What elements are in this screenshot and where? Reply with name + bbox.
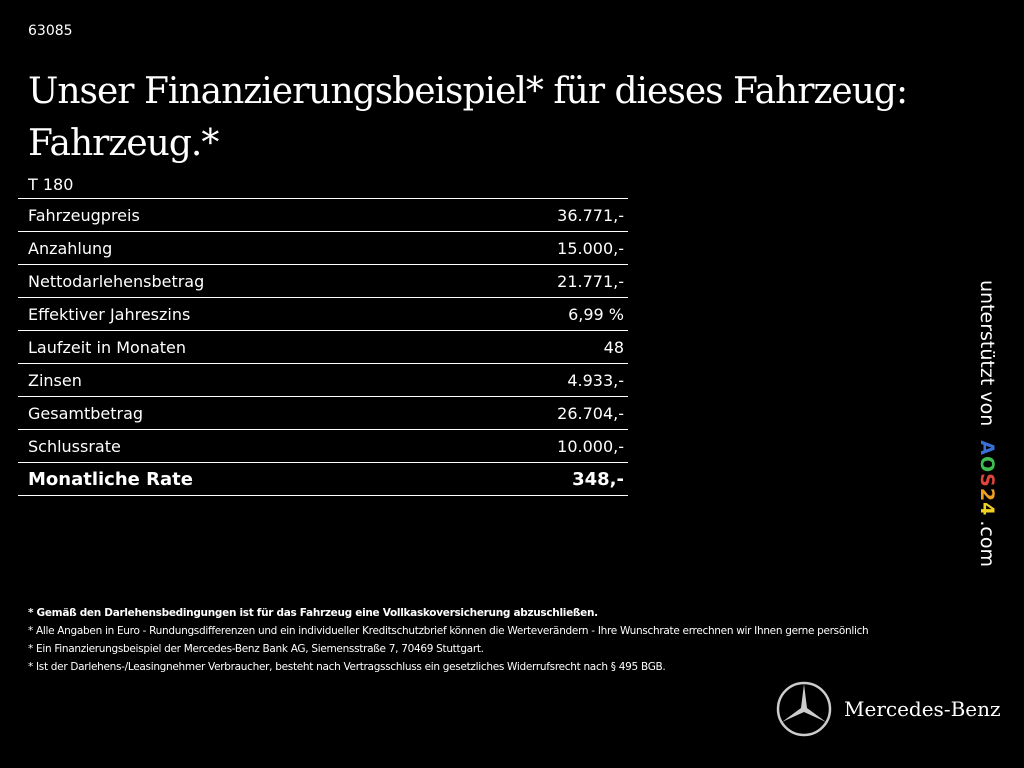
table-row: Nettodarlehensbetrag 21.771,- [18,264,628,298]
row-label: Zinsen [18,363,447,397]
vehicle-code: 63085 [28,23,73,39]
row-label: Anzahlung [18,231,447,265]
row-value: 4.933,- [446,363,628,397]
main-content: 63085 Unser Finanzierungsbeispiel* für d… [18,23,908,496]
row-value: 36.771,- [446,198,628,232]
row-label: Laufzeit in Monaten [18,330,447,364]
table-row: Gesamtbetrag 26.704,- [18,396,628,430]
footnote: * Ein Finanzierungsbeispiel der Mercedes… [28,643,484,655]
table-row: Effektiver Jahreszins 6,99 % [18,297,628,331]
row-label: Schlussrate [18,429,447,463]
row-value: 21.771,- [446,264,628,298]
row-label: Fahrzeugpreis [18,198,447,232]
row-label: Gesamtbetrag [18,396,447,430]
row-value: 6,99 % [446,297,628,331]
brand-name: Mercedes-Benz [844,697,1001,721]
logo-letter: 4 [976,502,998,517]
row-value: 348,- [446,462,628,496]
page-title: Unser Finanzierungsbeispiel* für dieses … [28,71,908,164]
financing-table: Fahrzeugpreis 36.771,- Anzahlung 15.000,- Ne… [18,198,628,496]
row-value: 48 [446,330,628,364]
logo-letter: 2 [976,487,998,503]
logo-letter: S [976,473,998,488]
row-value: 26.704,- [446,396,628,430]
table-row: Fahrzeugpreis 36.771,- [18,198,628,232]
footnote: * Ist der Darlehens-/Leasingnehmer Verbr… [28,661,666,673]
row-label: Effektiver Jahreszins [18,297,447,331]
table-row: Zinsen 4.933,- [18,363,628,397]
model-name: T 180 [28,175,74,194]
aos24-logo: AOS24 [976,440,998,516]
logo-letter: O [976,456,998,474]
logo-letter: A [976,440,998,457]
table-row: Anzahlung 15.000,- [18,231,628,265]
support-credit: unterstützt von AOS24 .com [972,280,1002,567]
row-label: Nettodarlehensbetrag [18,264,447,298]
table-row: Monatliche Rate 348,- [18,462,628,496]
footnotes: * Gemäß den Darlehensbedingungen ist für… [28,604,1018,676]
row-value: 15.000,- [446,231,628,265]
table-row: Laufzeit in Monaten 48 [18,330,628,364]
footnote: * Alle Angaben in Euro - Rundungsdiffere… [28,625,869,637]
mercedes-star-icon [776,681,832,737]
footnote: * Gemäß den Darlehensbedingungen ist für… [28,607,598,619]
row-value: 10.000,- [446,429,628,463]
support-prefix: unterstützt von [976,280,998,427]
mercedes-benz-logo: Mercedes-Benz [776,681,1001,737]
table-row: Schlussrate 10.000,- [18,429,628,463]
support-suffix: .com [976,520,998,567]
row-label: Monatliche Rate [18,462,447,496]
